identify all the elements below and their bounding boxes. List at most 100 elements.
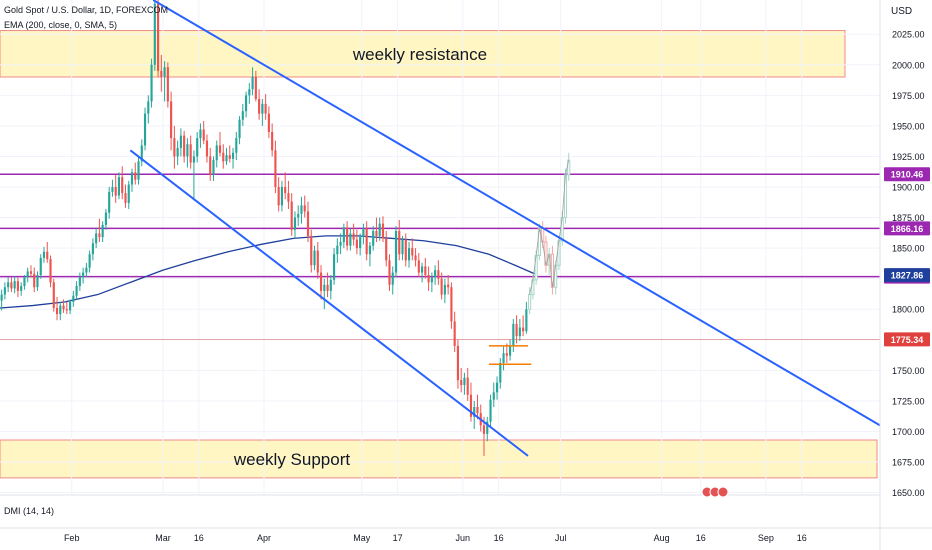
y-tick-label: 1900.00 — [892, 183, 925, 193]
candle-body — [434, 270, 437, 278]
candle-body — [407, 248, 411, 261]
candle-body — [85, 267, 88, 273]
y-axis-ticks: 1650.00 1675.00 1700.00 1725.00 1750.00 1775.… — [892, 30, 925, 498]
y-tick-label: 1850.00 — [892, 244, 925, 254]
candle-body — [7, 282, 10, 288]
candle — [23, 275, 26, 290]
candle-body — [518, 327, 521, 337]
candle — [414, 248, 417, 267]
price-label-text: 1827.86 — [891, 271, 924, 281]
candle — [251, 67, 254, 96]
price-label-text: 1775.34 — [891, 335, 924, 345]
candle-body — [365, 228, 368, 255]
candle — [163, 61, 166, 102]
candle — [489, 394, 492, 427]
ema-indicator-label[interactable]: EMA (200, close, 0, SMA, 5) — [4, 20, 117, 30]
price-label-box — [884, 221, 930, 236]
candle-body — [284, 187, 287, 194]
candle-body — [427, 275, 430, 283]
candle-body — [372, 231, 375, 246]
candle-body — [300, 205, 303, 214]
candle-body — [473, 407, 476, 417]
candle-body — [267, 113, 270, 132]
x-tick-label: Aug — [654, 533, 670, 543]
candle — [104, 209, 108, 230]
y-tick-label: 1675.00 — [892, 458, 925, 468]
projection-candle — [567, 152, 571, 181]
candle-body — [39, 257, 42, 275]
candle-body — [121, 177, 124, 194]
candle — [241, 103, 244, 126]
candle-body — [388, 260, 391, 285]
candle-body — [98, 233, 101, 238]
projection-layer — [528, 152, 571, 315]
candle — [297, 205, 300, 227]
candle — [492, 382, 495, 407]
candle-body — [186, 144, 189, 157]
candle — [235, 132, 238, 161]
candle — [274, 140, 277, 194]
candle-body — [170, 101, 173, 139]
candle-body — [176, 147, 179, 157]
candle-body — [450, 287, 453, 322]
candle-body — [215, 145, 218, 161]
candle-body — [147, 101, 150, 114]
candle-body — [339, 242, 342, 246]
candle — [101, 221, 104, 242]
candle — [372, 226, 375, 251]
x-tick-label: Jul — [555, 533, 567, 543]
candle-body — [508, 345, 512, 356]
us-flag-icon[interactable] — [717, 486, 729, 498]
candle — [0, 289, 3, 311]
candle — [3, 282, 6, 300]
candle-body — [143, 113, 147, 146]
candle — [254, 70, 257, 102]
zone-label: weekly Support — [233, 450, 351, 469]
price-label-text: 1910.46 — [891, 170, 924, 180]
candle-body — [160, 70, 163, 77]
candle — [72, 290, 75, 307]
candle-body — [20, 286, 23, 291]
candle-body — [362, 228, 365, 238]
zone-label: weekly resistance — [352, 45, 487, 64]
candle-body — [218, 145, 222, 153]
candle — [407, 242, 411, 268]
dmi-indicator-label[interactable]: DMI (14, 14) — [4, 506, 54, 516]
candle — [189, 135, 192, 169]
candle — [486, 416, 489, 442]
candle — [170, 91, 173, 151]
candle-body — [274, 150, 277, 187]
candle — [352, 223, 355, 246]
candle-body — [104, 212, 108, 225]
candle-body — [352, 233, 355, 240]
candle-body — [68, 301, 72, 311]
event-flags[interactable] — [701, 486, 729, 498]
candle — [385, 231, 388, 267]
candle — [244, 91, 248, 118]
price-label-box — [884, 332, 930, 347]
candle — [166, 62, 169, 108]
candle — [215, 140, 218, 168]
candle-body — [505, 353, 508, 356]
x-tick-label: 16 — [194, 533, 204, 543]
candle-body — [36, 275, 39, 288]
candle-body — [385, 238, 388, 261]
y-tick-label: 1700.00 — [892, 427, 925, 437]
candle — [52, 278, 55, 312]
candle-body — [117, 177, 121, 196]
candle-body — [469, 394, 473, 417]
candle-body — [16, 281, 20, 291]
candle-body — [414, 255, 417, 261]
candle-body — [72, 295, 75, 302]
candle-body — [140, 145, 143, 162]
candle — [85, 262, 88, 278]
candle-body — [463, 377, 466, 385]
candle — [450, 282, 453, 329]
candle-body — [205, 140, 209, 157]
zones-layer — [0, 30, 878, 479]
candle — [313, 245, 316, 271]
projection-path — [529, 160, 570, 295]
candle-body — [486, 421, 489, 434]
